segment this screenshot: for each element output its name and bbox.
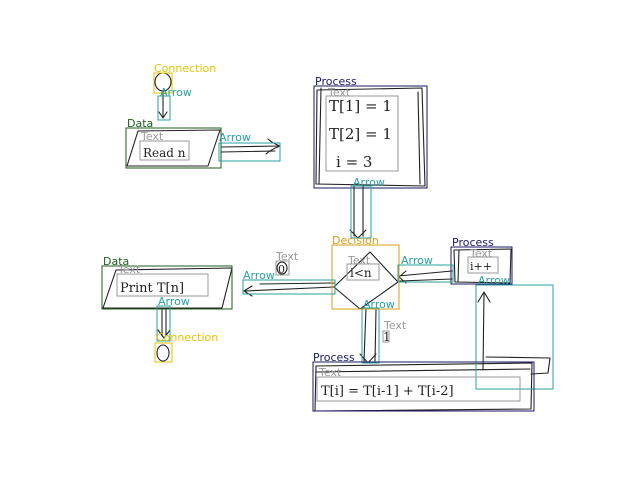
arrow-right-in-box bbox=[397, 264, 454, 283]
text-bottom-box bbox=[316, 376, 521, 402]
decision-box bbox=[331, 244, 400, 310]
arrow-process-down-box bbox=[350, 185, 372, 239]
text-left-circle-box bbox=[275, 260, 290, 276]
decision-label: Decision bbox=[332, 234, 379, 247]
text-process-main-label: Text bbox=[327, 86, 351, 99]
hw-branch-no: 0 bbox=[278, 263, 285, 276]
hw-increment: i++ bbox=[470, 260, 492, 273]
hw-init-2: T[2] = 1 bbox=[329, 125, 392, 143]
text-decision-label: Text bbox=[347, 254, 371, 267]
text-left-circle-label: Text bbox=[275, 250, 299, 263]
hw-branch-yes: 1 bbox=[383, 330, 391, 344]
hw-print: Print T[n] bbox=[120, 281, 184, 296]
text-small-process-label: Text bbox=[469, 247, 493, 260]
text-right-one-label: Text bbox=[383, 319, 407, 332]
text-print-box bbox=[116, 273, 209, 297]
annotation-layer: Connection Arrow Data Text Arrow Process… bbox=[101, 62, 554, 412]
text-right-one-box bbox=[382, 330, 390, 343]
data-print-box bbox=[101, 265, 233, 310]
process-main-label: Process bbox=[315, 75, 357, 88]
hw-read-n: Read n bbox=[143, 146, 186, 160]
connection-top-label: Connection bbox=[154, 62, 216, 75]
connection-top-box bbox=[153, 72, 173, 94]
text-read-box bbox=[139, 140, 190, 161]
arrow-data-print-label: Arrow bbox=[158, 295, 190, 308]
arrow-top-label: Arrow bbox=[160, 86, 192, 99]
arrow-process-down-label: Arrow bbox=[353, 176, 385, 189]
arrow-top-box bbox=[157, 95, 171, 121]
arrow-left-out-label: Arrow bbox=[243, 269, 275, 282]
text-decision-box bbox=[346, 263, 380, 281]
data-read-label: Data bbox=[127, 117, 153, 130]
text-process-main-box bbox=[325, 95, 399, 172]
arrow-small-process-label: Arrow bbox=[478, 274, 510, 287]
data-read-box bbox=[125, 127, 222, 169]
arrow-data-read-label: Arrow bbox=[219, 131, 251, 144]
text-read-label: Text bbox=[140, 130, 164, 143]
arrow-small-process-box bbox=[475, 284, 554, 390]
hw-init-1: T[1] = 1 bbox=[329, 97, 392, 115]
handwriting-layer: Read n T[1] = 1 T[2] = 1 i = 3 i<n i++ P… bbox=[120, 97, 492, 399]
text-bottom-label: Text bbox=[318, 366, 342, 379]
arrow-left-out-box bbox=[242, 279, 336, 295]
arrow-data-read-box bbox=[218, 142, 281, 162]
process-small-label: Process bbox=[452, 236, 494, 249]
arrow-right-in-label: Arrow bbox=[401, 254, 433, 267]
process-bottom-box bbox=[312, 361, 535, 412]
hw-condition: i<n bbox=[350, 266, 372, 280]
connection-bottom-label: Connection bbox=[156, 331, 218, 344]
arrow-decision-down-box bbox=[361, 307, 380, 364]
hw-init-3: i = 3 bbox=[336, 153, 372, 171]
data-print-label: Data bbox=[103, 255, 129, 268]
arrow-data-print-box bbox=[156, 305, 171, 342]
hw-recurrence: T[i] = T[i-1] + T[i-2] bbox=[321, 384, 454, 399]
text-small-process-box bbox=[467, 256, 499, 274]
arrow-decision-down-label: Arrow bbox=[363, 298, 395, 311]
connection-bottom-box bbox=[154, 342, 173, 363]
process-bottom-label: Process bbox=[313, 351, 355, 364]
text-print-label: Text bbox=[117, 263, 141, 276]
